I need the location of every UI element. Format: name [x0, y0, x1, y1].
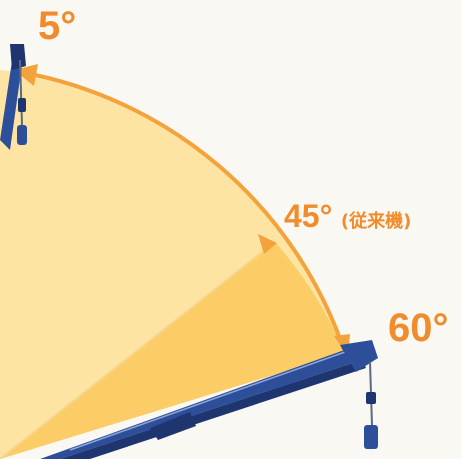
angle-arc	[19, 70, 347, 354]
label-60deg: 60°	[388, 306, 449, 350]
sector-dark	[0, 242, 345, 459]
label-45deg-note: (従来機)	[340, 211, 412, 232]
reference-line-45	[0, 241, 276, 459]
boom-60deg	[40, 340, 378, 459]
arrowhead-45	[258, 234, 277, 254]
boom-5deg	[0, 44, 27, 150]
label-5deg: 5°	[38, 4, 77, 48]
label-45deg-value: 45°	[284, 198, 333, 234]
label-45deg: 45° (従来機)	[284, 198, 411, 235]
